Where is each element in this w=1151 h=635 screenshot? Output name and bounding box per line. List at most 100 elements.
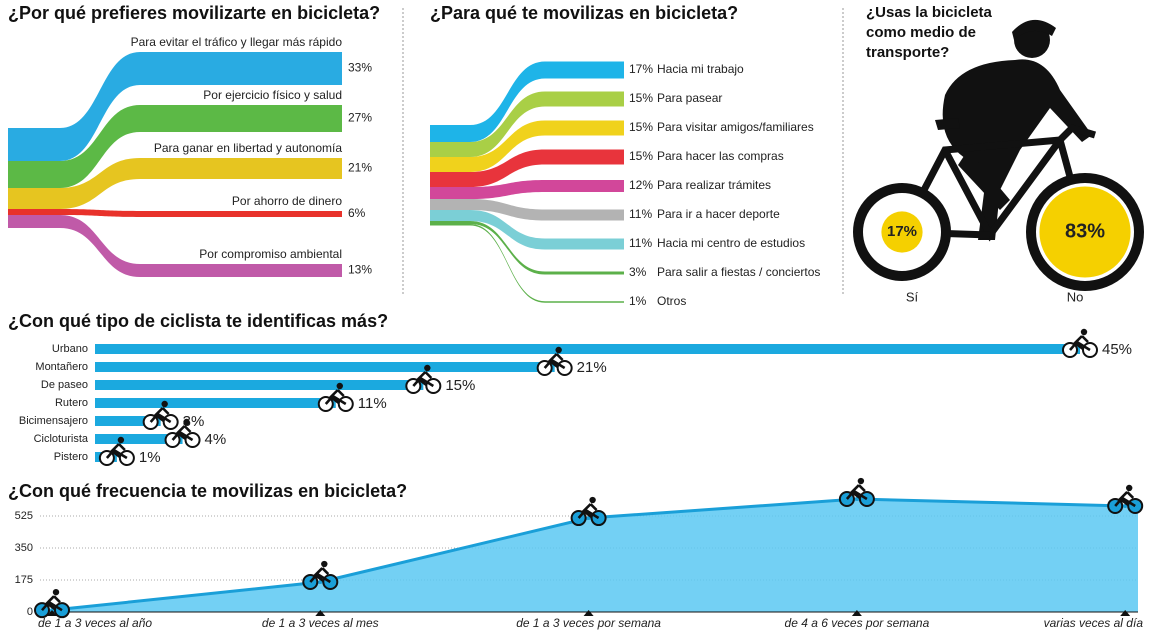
- icon-head: [321, 560, 328, 568]
- icon-body: [577, 503, 600, 520]
- bubble: [881, 211, 923, 253]
- value-label: 21%: [348, 161, 372, 175]
- icon-head: [117, 436, 125, 444]
- flow-band: [430, 91, 624, 157]
- flow-band: [430, 120, 624, 172]
- category-label: Para realizar trámites: [657, 178, 771, 192]
- cyclist-icon: [317, 382, 354, 412]
- icon-body: [41, 595, 63, 612]
- chart-title: ¿Para qué te movilizas en bicicleta?: [430, 3, 738, 23]
- category-label: Hacia mi trabajo: [657, 62, 744, 76]
- value-label: 11%: [629, 207, 652, 221]
- value-label: 3%: [629, 265, 647, 279]
- icon-head: [555, 346, 562, 354]
- value-label: 3%: [183, 413, 205, 430]
- value-label: 21%: [577, 359, 607, 376]
- chart-title: ¿Usas la bicicleta como medio de transpo…: [866, 4, 992, 61]
- x-tick: [47, 610, 57, 616]
- category-label: Para salir a fiestas / conciertos: [657, 265, 820, 279]
- category-label: Bicimensajero: [19, 415, 88, 427]
- icon-head: [589, 496, 596, 504]
- flow-band: [8, 52, 342, 161]
- cyclist-icon: [302, 560, 339, 591]
- bar: [95, 380, 424, 390]
- flow-band: [8, 209, 342, 217]
- category-label: Por ejercicio físico y salud: [203, 88, 342, 102]
- category-label: Montañero: [35, 361, 88, 373]
- y-tick-label: 0: [27, 606, 33, 618]
- value-label: 17%: [629, 62, 653, 76]
- cyclist-icon: [1062, 328, 1098, 358]
- value-label: 33%: [348, 61, 372, 75]
- icon-body: [105, 443, 128, 460]
- cyclist-icon: [98, 436, 135, 466]
- value-label: 1%: [629, 294, 647, 308]
- cyclist-icon: [405, 364, 442, 394]
- value-label: 13%: [348, 263, 372, 277]
- x-tick: [315, 610, 326, 616]
- cyclist-icon: [838, 477, 875, 508]
- value-label: 12%: [629, 178, 653, 192]
- category-label: Para ganar en libertad y autonomía: [154, 141, 342, 155]
- flow-band: [430, 180, 624, 199]
- y-tick-label: 525: [15, 510, 33, 522]
- icon-head: [424, 364, 431, 372]
- flow-band: [430, 61, 624, 142]
- category-label: Urbano: [52, 343, 88, 355]
- bar: [95, 398, 336, 408]
- cyclist-icon: [34, 588, 70, 619]
- bar: [95, 344, 1080, 354]
- category-label: Para ir a hacer deporte: [657, 207, 780, 221]
- icon-head: [183, 418, 190, 426]
- x-tick-label: de 4 a 6 veces por semana: [785, 616, 930, 630]
- x-tick: [851, 610, 862, 616]
- y-tick-label: 350: [15, 542, 33, 554]
- cyclist-icon: [570, 496, 607, 527]
- value-label: 1%: [139, 449, 161, 466]
- category-label: Pistero: [54, 451, 88, 463]
- icon-head: [1126, 484, 1133, 492]
- chart-title: ¿Por qué prefieres movilizarte en bicicl…: [8, 3, 380, 23]
- x-tick: [583, 610, 594, 616]
- cyclist-icon: [164, 418, 201, 448]
- value-label: 11%: [358, 395, 387, 412]
- value-label: 15%: [445, 377, 475, 394]
- chart-title: ¿Con qué frecuencia te movilizas en bici…: [8, 481, 407, 501]
- value-label: 4%: [205, 431, 227, 448]
- category-label: De paseo: [41, 379, 88, 391]
- icon-body: [149, 407, 172, 424]
- icon-body: [543, 353, 566, 370]
- cyclist-icon: [1107, 484, 1144, 514]
- category-label: Por compromiso ambiental: [199, 247, 342, 261]
- category-label: Para visitar amigos/familiares: [657, 120, 814, 134]
- bar: [95, 416, 161, 426]
- x-tick: [1120, 610, 1131, 616]
- category-label: Para evitar el tráfico y llegar más rápi…: [131, 35, 343, 49]
- value-label: 11%: [629, 236, 652, 250]
- x-tick-label: varias veces al día: [1044, 616, 1144, 630]
- flow-band: [8, 158, 342, 209]
- icon-body: [845, 484, 868, 501]
- icon-head: [52, 588, 60, 596]
- chart-title: ¿Con qué tipo de ciclista te identificas…: [8, 311, 388, 331]
- icon-body: [171, 425, 194, 442]
- flow-band: [8, 215, 342, 277]
- value-label: 45%: [1102, 341, 1132, 358]
- value-label: 15%: [629, 120, 653, 134]
- y-tick-label: 175: [15, 574, 33, 586]
- icon-head: [336, 382, 343, 390]
- flow-band: [430, 210, 624, 250]
- value-label: 27%: [348, 111, 372, 125]
- flow-band: [8, 105, 342, 188]
- cyclist-icon: [536, 346, 573, 376]
- rider-silhouette: [935, 19, 1092, 240]
- bar: [95, 362, 555, 372]
- icon-body: [412, 371, 435, 388]
- bar: [95, 434, 183, 444]
- flow-band: [430, 149, 624, 187]
- value-label: 83%: [1065, 220, 1105, 242]
- value-label: 15%: [629, 149, 653, 163]
- category-label: Para pasear: [657, 91, 722, 105]
